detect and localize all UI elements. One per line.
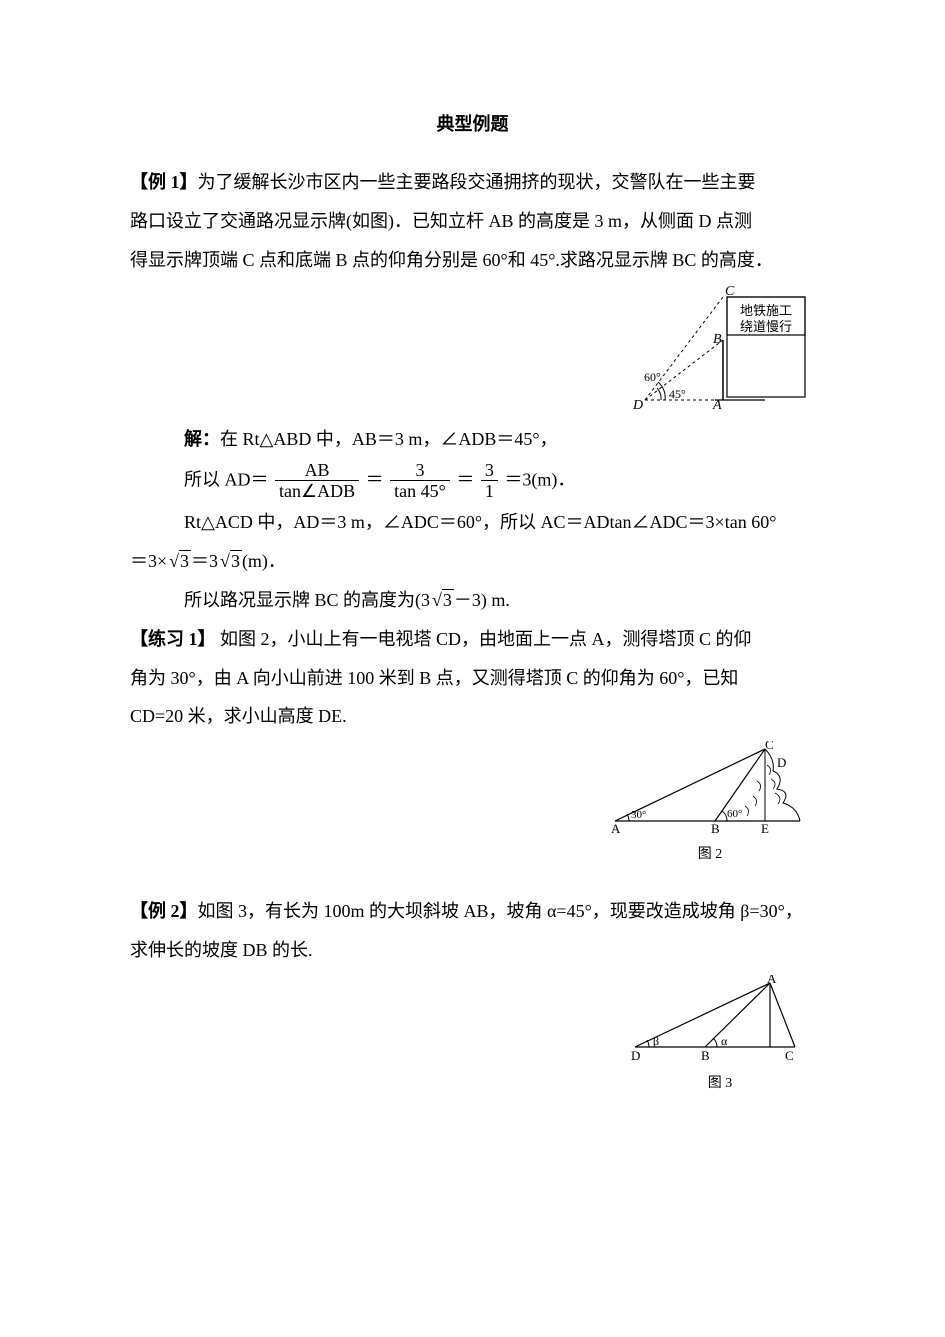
sol-label: 解：	[184, 429, 220, 449]
pr1-figure: A B E C D 30° 60°	[605, 741, 815, 841]
ex2-line1: 【例 2】如图 3，有长为 100m 的大坝斜坡 AB，坡角 α=45°，现要改…	[130, 893, 815, 930]
svg-text:β: β	[653, 1034, 659, 1048]
ex1-line3: 得显示牌顶端 C 点和底端 B 点的仰角分别是 60°和 45°.求路况显示牌 …	[130, 242, 815, 279]
sign-line1: 地铁施工	[740, 303, 792, 318]
sol-l1b: 在 Rt△ABD 中，AB＝3 m，∠ADB＝45°，	[220, 429, 558, 449]
pr1-label: 【练习 1】	[130, 629, 216, 649]
frac1: ABtan∠ADB	[275, 460, 359, 502]
svg-text:E: E	[761, 821, 769, 836]
svg-text:D: D	[631, 1048, 640, 1063]
ex1-line1: 【例 1】为了缓解长沙市区内一些主要路段交通拥挤的现状，交警队在一些主要	[130, 164, 815, 201]
frac3: 31	[481, 460, 498, 502]
page: 典型例题 【例 1】为了缓解长沙市区内一些主要路段交通拥挤的现状，交警队在一些主…	[0, 0, 945, 1337]
sqrt2: 3	[218, 543, 242, 580]
sol-line4: ＝3×3＝33(m)．	[130, 543, 815, 580]
sol-line3: Rt△ACD 中，AD＝3 m，∠ADC＝60°，所以 AC＝ADtan∠ADC…	[130, 504, 815, 541]
angle60: 60°	[644, 370, 661, 384]
pr1-line2: 角为 30°，由 A 向小山前进 100 米到 B 点，又测得塔顶 C 的仰角为…	[130, 660, 815, 697]
sqrt3: 3	[430, 582, 454, 619]
svg-text:C: C	[765, 741, 774, 752]
ex2-caption: 图 3	[625, 1072, 815, 1092]
ex2-fig-wrap: A D B C β α 图 3	[625, 975, 815, 1092]
pr1-line1: 【练习 1】 如图 2，小山上有一电视塔 CD，由地面上一点 A，测得塔顶 C …	[130, 621, 815, 658]
pr1-fig-wrap: A B E C D 30° 60° 图 2	[605, 741, 815, 863]
sol-line5: 所以路况显示牌 BC 的高度为(33－3) m.	[130, 582, 815, 619]
labelA: A	[712, 398, 722, 413]
labelD: D	[632, 398, 643, 413]
spacer	[130, 869, 815, 893]
svg-text:B: B	[701, 1048, 710, 1063]
frac2: 3tan 45°	[390, 460, 450, 502]
svg-text:D: D	[777, 755, 786, 770]
svg-text:B: B	[711, 821, 720, 836]
pr1-line3: CD=20 米，求小山高度 DE.	[130, 698, 815, 735]
svg-text:30°: 30°	[631, 809, 646, 821]
svg-text:α: α	[721, 1034, 728, 1048]
ex1-line2: 路口设立了交通路况显示牌(如图)．已知立杆 AB 的高度是 3 m，从侧面 D …	[130, 203, 815, 240]
labelB: B	[713, 332, 722, 347]
svg-text:60°: 60°	[727, 808, 742, 820]
ex2-label: 【例 2】	[130, 901, 198, 921]
ex1-label: 【例 1】	[130, 172, 198, 192]
sqrt1: 3	[167, 543, 191, 580]
sign-line2: 绕道慢行	[740, 319, 792, 334]
pr1-caption: 图 2	[605, 843, 815, 863]
ex2-figure-row: A D B C β α 图 3	[130, 975, 815, 1092]
svg-text:A: A	[611, 821, 621, 836]
svg-text:C: C	[785, 1048, 794, 1063]
ex2-line2: 求伸长的坡度 DB 的长.	[130, 932, 815, 969]
ex1-figure-row: 地铁施工 绕道慢行 D C B A 60° 45°	[130, 285, 815, 415]
labelC: C	[725, 285, 735, 299]
ex1-figure: 地铁施工 绕道慢行 D C B A 60° 45°	[615, 285, 815, 415]
ex1-p1: 为了缓解长沙市区内一些主要路段交通拥挤的现状，交警队在一些主要	[198, 172, 756, 192]
pr1-figure-row: A B E C D 30° 60° 图 2	[130, 741, 815, 863]
sol-l2a: 所以 AD＝	[184, 469, 269, 489]
ex2-figure: A D B C β α	[625, 975, 815, 1070]
svg-text:A: A	[767, 975, 777, 986]
page-title: 典型例题	[130, 110, 815, 136]
sol-line2: 所以 AD＝ ABtan∠ADB ＝ 3tan 45° ＝ 31 ＝3(m)．	[130, 460, 815, 502]
sol-line1: 解：在 Rt△ABD 中，AB＝3 m，∠ADB＝45°，	[130, 421, 815, 458]
angle45: 45°	[669, 387, 686, 401]
